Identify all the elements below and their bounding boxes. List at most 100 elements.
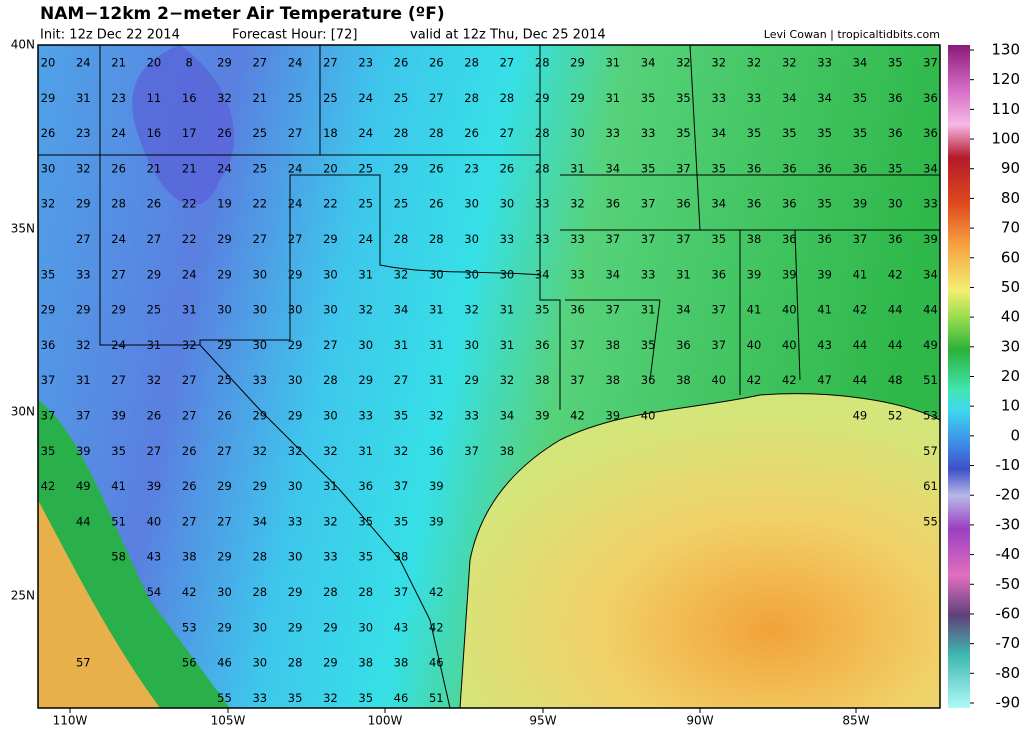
station-value: 30 [323, 267, 338, 281]
station-value: 32 [570, 197, 585, 211]
colorbar-label: 30 [1001, 337, 1020, 355]
colorbar-label: 40 [1001, 308, 1020, 326]
station-value: 31 [605, 91, 620, 105]
station-value: 38 [747, 232, 762, 246]
station-value: 39 [782, 267, 797, 281]
station-value: 24 [182, 267, 197, 281]
station-value: 30 [288, 479, 303, 493]
station-value: 42 [570, 409, 585, 423]
station-value: 11 [147, 91, 162, 105]
station-value: 34 [535, 267, 550, 281]
station-value: 29 [252, 479, 267, 493]
station-value: 32 [394, 267, 409, 281]
station-value: 20 [41, 56, 56, 70]
station-value: 33 [358, 409, 373, 423]
station-value: 43 [817, 338, 832, 352]
station-value: 32 [782, 56, 797, 70]
station-value: 35 [358, 691, 373, 705]
borders [38, 45, 940, 708]
station-value: 36 [605, 197, 620, 211]
station-value: 30 [252, 656, 267, 670]
colorbar-label: -40 [996, 545, 1021, 563]
station-value: 25 [358, 197, 373, 211]
station-value: 32 [323, 691, 338, 705]
station-value: 27 [429, 91, 444, 105]
station-value: 29 [464, 373, 479, 387]
station-value: 25 [394, 197, 409, 211]
station-value: 31 [429, 373, 444, 387]
station-value: 38 [394, 656, 409, 670]
station-value: 28 [288, 656, 303, 670]
station-value: 31 [605, 56, 620, 70]
station-value: 32 [76, 338, 91, 352]
station-value: 28 [394, 232, 409, 246]
station-value: 31 [500, 303, 515, 317]
station-value: 36 [817, 232, 832, 246]
station-value: 40 [711, 373, 726, 387]
station-value: 35 [853, 91, 868, 105]
station-value: 35 [641, 338, 656, 352]
station-value: 28 [323, 585, 338, 599]
station-value: 19 [217, 197, 232, 211]
station-value: 27 [111, 267, 126, 281]
station-value: 44 [923, 303, 938, 317]
station-value: 17 [182, 126, 197, 140]
station-value: 36 [676, 197, 691, 211]
station-value: 36 [923, 91, 938, 105]
station-value: 39 [429, 514, 444, 528]
station-value: 29 [288, 267, 303, 281]
station-value: 40 [782, 303, 797, 317]
station-value: 32 [676, 56, 691, 70]
station-value: 24 [288, 56, 303, 70]
station-value: 30 [252, 303, 267, 317]
station-value: 37 [76, 409, 91, 423]
station-value: 32 [288, 444, 303, 458]
station-value: 28 [252, 585, 267, 599]
station-value: 29 [323, 232, 338, 246]
latitude-label: 30N [11, 405, 35, 419]
station-value: 29 [111, 303, 126, 317]
station-value: 39 [747, 267, 762, 281]
colorbar-label: -20 [996, 486, 1021, 504]
station-value: 29 [147, 267, 162, 281]
station-value: 20 [147, 56, 162, 70]
station-value: 20 [323, 161, 338, 175]
station-value: 32 [500, 373, 515, 387]
station-value: 29 [217, 56, 232, 70]
colorbar-label: -10 [996, 456, 1021, 474]
station-value: 28 [252, 550, 267, 564]
station-value: 44 [888, 303, 903, 317]
station-value: 49 [76, 479, 91, 493]
title: NAM−12km 2−meter Air Temperature (ºF) [40, 4, 445, 24]
station-value: 38 [182, 550, 197, 564]
station-value: 29 [76, 303, 91, 317]
station-value: 47 [817, 373, 832, 387]
station-value: 39 [147, 479, 162, 493]
station-value: 34 [853, 56, 868, 70]
station-value: 30 [288, 373, 303, 387]
station-value: 34 [605, 161, 620, 175]
station-value: 61 [923, 479, 938, 493]
station-value: 36 [888, 126, 903, 140]
station-value: 29 [323, 656, 338, 670]
colorbar-label: 20 [1001, 367, 1020, 385]
station-value: 29 [394, 161, 409, 175]
station-value: 32 [41, 197, 56, 211]
station-value: 51 [429, 691, 444, 705]
station-value: 29 [41, 91, 56, 105]
station-value: 32 [711, 56, 726, 70]
station-value: 36 [782, 161, 797, 175]
station-value: 22 [323, 197, 338, 211]
station-value: 36 [853, 161, 868, 175]
station-value: 32 [147, 373, 162, 387]
station-value: 26 [41, 126, 56, 140]
station-value: 28 [429, 232, 444, 246]
cold-core [132, 45, 235, 206]
station-value: 41 [747, 303, 762, 317]
station-value: 26 [182, 479, 197, 493]
station-value: 35 [641, 161, 656, 175]
station-value: 30 [217, 585, 232, 599]
colorbar-label: 10 [1001, 397, 1020, 415]
colorbar-label: -50 [996, 575, 1021, 593]
colorbar-label: -80 [996, 664, 1021, 682]
